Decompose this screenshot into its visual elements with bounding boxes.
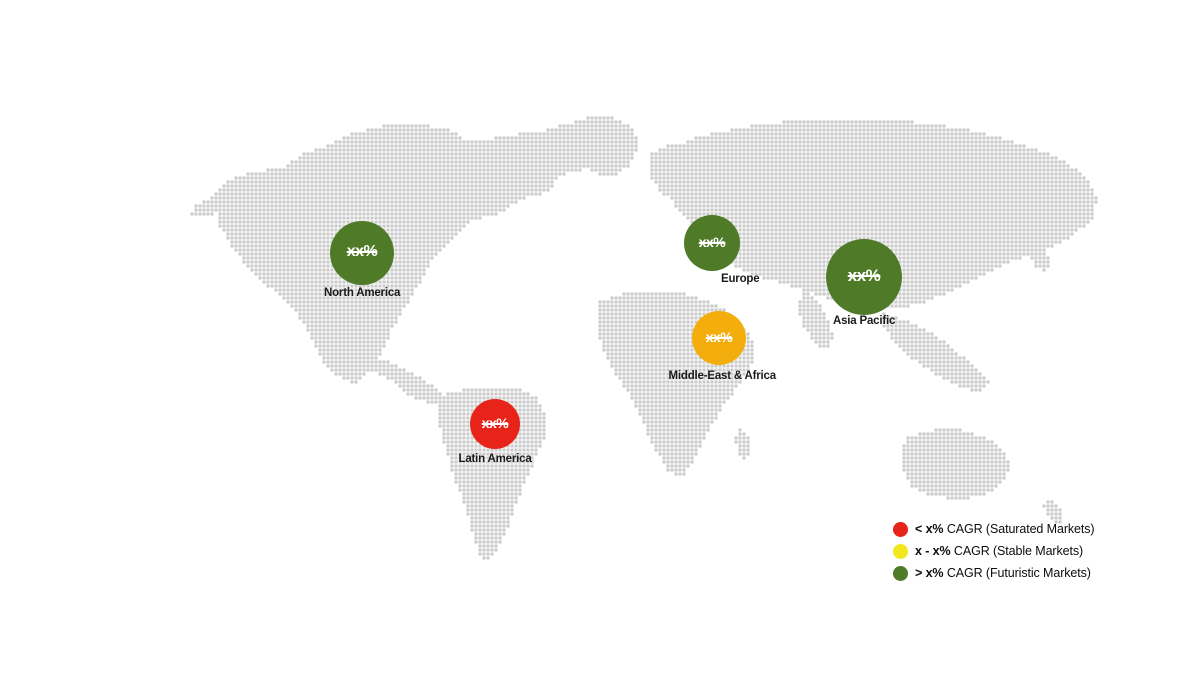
legend: < x% CAGR (Saturated Markets) x - x% CAGR… bbox=[893, 518, 1095, 584]
region-value-middle-east-africa: xx% bbox=[705, 329, 733, 345]
region-bubble-middle-east-africa[interactable]: xx% bbox=[692, 311, 746, 365]
legend-range-saturated: < x% bbox=[915, 522, 944, 536]
legend-label-stable: x - x% CAGR (Stable Markets) bbox=[915, 544, 1083, 558]
legend-item-stable[interactable]: x - x% CAGR (Stable Markets) bbox=[893, 540, 1094, 562]
legend-desc-saturated: CAGR (Saturated Markets) bbox=[943, 522, 1095, 536]
region-label-north-america: North America bbox=[324, 287, 401, 299]
region-value-latin-america: xx% bbox=[481, 415, 509, 431]
legend-range-futuristic: > x% bbox=[915, 566, 944, 580]
region-value-europe: xx% bbox=[698, 234, 726, 250]
legend-item-saturated[interactable]: < x% CAGR (Saturated Markets) bbox=[893, 518, 1095, 540]
region-value-north-america: xx% bbox=[346, 243, 378, 260]
region-bubble-europe[interactable]: xx% bbox=[684, 215, 740, 271]
legend-desc-stable: CAGR (Stable Markets) bbox=[950, 544, 1084, 558]
region-bubble-latin-america[interactable]: xx% bbox=[470, 399, 520, 449]
region-value-asia-pacific: xx% bbox=[847, 266, 881, 285]
legend-dot-saturated-icon bbox=[893, 521, 908, 537]
region-bubble-asia-pacific[interactable]: xx% bbox=[826, 239, 902, 315]
legend-item-futuristic[interactable]: > x% CAGR (Futuristic Markets) bbox=[893, 562, 1094, 584]
region-bubble-north-america[interactable]: xx% bbox=[330, 221, 394, 285]
region-label-asia-pacific: Asia Pacific bbox=[833, 315, 896, 327]
legend-label-saturated: < x% CAGR (Saturated Markets) bbox=[915, 522, 1095, 536]
region-label-middle-east-africa: Middle-East & Africa bbox=[668, 370, 777, 382]
legend-label-futuristic: > x% CAGR (Futuristic Markets) bbox=[915, 566, 1091, 580]
region-label-latin-america: Latin America bbox=[458, 453, 532, 465]
legend-dot-stable-icon bbox=[893, 543, 908, 559]
region-label-europe: Europe bbox=[721, 273, 760, 285]
legend-dot-futuristic-icon bbox=[893, 565, 908, 581]
legend-range-stable: x - x% bbox=[915, 544, 951, 558]
legend-desc-futuristic: CAGR (Futuristic Markets) bbox=[943, 566, 1091, 580]
